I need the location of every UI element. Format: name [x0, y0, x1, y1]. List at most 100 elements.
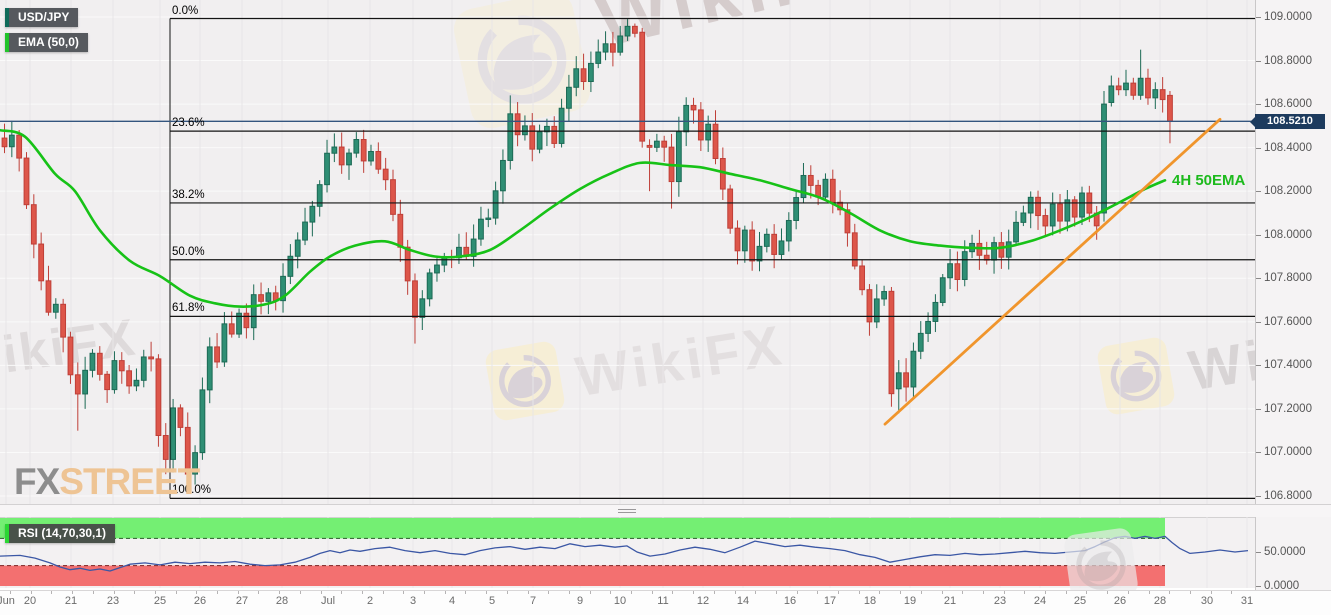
- date-axis-tick: 14: [736, 595, 750, 607]
- ema-legend-label: EMA (50,0): [18, 35, 79, 49]
- axis-tickmark: [1256, 191, 1261, 193]
- axis-tickmark: [672, 591, 674, 594]
- rsi-legend-badge[interactable]: RSI (14,70,30,1): [5, 524, 116, 543]
- date-axis-tick: 12: [696, 595, 710, 607]
- axis-tickmark: [693, 591, 695, 594]
- price-axis-tick: 108.4000: [1264, 141, 1312, 154]
- price-axis-tick: 106.8000: [1264, 489, 1312, 502]
- axis-tickmark: [941, 591, 943, 594]
- axis-tickmark: [527, 591, 529, 594]
- date-axis-tick: 24: [1033, 595, 1047, 607]
- axis-tickmark: [1256, 147, 1261, 149]
- axis-tickmark: [279, 591, 281, 594]
- date-axis-tick: 20: [23, 595, 37, 607]
- date-axis-tick: 31: [1240, 595, 1254, 607]
- axis-tickmark: [403, 591, 405, 594]
- date-axis-tick: Jul: [320, 595, 336, 607]
- axis-tickmark: [72, 591, 74, 594]
- fib-level-label: 38.2%: [172, 188, 205, 201]
- axis-tickmark: [1256, 17, 1261, 18]
- axis-tickmark: [1003, 591, 1005, 594]
- date-axis-tick: 25: [153, 595, 167, 607]
- fxstreet-logo-fx: FX: [14, 461, 60, 502]
- date-axis-tick: 26: [1113, 595, 1127, 607]
- axis-tickmark: [465, 591, 467, 594]
- fib-level-label: 50.0%: [172, 245, 205, 258]
- fib-level-label: 100.0%: [172, 484, 212, 497]
- axis-tickmark: [858, 591, 860, 594]
- date-axis-tick: 28: [275, 595, 289, 607]
- price-axis-tick: 0.0000: [1264, 580, 1300, 592]
- axis-tickmark: [196, 591, 198, 594]
- price-axis-tick: 108.8000: [1264, 54, 1312, 67]
- axis-tickmark: [1189, 591, 1191, 594]
- wikifx-logo-icon: [452, 0, 592, 150]
- date-axis-tick: 2: [366, 595, 374, 607]
- price-chart-canvas[interactable]: [0, 0, 1255, 504]
- fib-level-label: 0.0%: [172, 4, 199, 17]
- pane-resize-handle[interactable]: [618, 509, 636, 514]
- time-axis[interactable]: Jun20212325262728Jul23457910111214161718…: [0, 590, 1331, 615]
- axis-tickmark: [320, 591, 322, 594]
- axis-tickmark: [796, 591, 798, 594]
- date-axis-tick: 4: [448, 595, 456, 607]
- date-axis-tick: 28: [1153, 595, 1167, 607]
- price-axis-tick: 108.0000: [1264, 228, 1312, 241]
- axis-tickmark: [1256, 321, 1261, 323]
- axis-tickmark: [1045, 591, 1046, 594]
- fib-level-label: 23.6%: [172, 117, 205, 130]
- date-axis-tick: 21: [943, 595, 957, 607]
- axis-tickmark: [713, 591, 715, 594]
- axis-tickmark: [424, 591, 425, 594]
- date-axis-tick: 16: [783, 595, 797, 607]
- pane-divider: [0, 504, 1331, 517]
- axis-tickmark: [154, 591, 156, 594]
- axis-tickmark: [879, 591, 881, 594]
- date-axis-tick: 27: [235, 595, 249, 607]
- ema-legend-badge[interactable]: EMA (50,0): [5, 33, 88, 52]
- axis-tickmark: [734, 591, 736, 594]
- symbol-legend-badge[interactable]: USD/JPY: [5, 8, 79, 27]
- axis-tickmark: [1086, 591, 1088, 594]
- date-axis-tick: 5: [488, 595, 496, 607]
- date-axis-tick: 30: [1200, 595, 1214, 607]
- axis-tickmark: [237, 591, 239, 594]
- axis-tickmark: [775, 591, 777, 594]
- axis-tickmark: [589, 591, 591, 594]
- axis-tickmark: [548, 591, 550, 594]
- date-axis-tick: Jun: [0, 595, 15, 607]
- axis-tickmark: [610, 591, 612, 594]
- axis-tickmark: [92, 591, 94, 594]
- axis-tickmark: [1210, 591, 1212, 594]
- axis-tickmark: [1127, 591, 1129, 594]
- axis-tickmark: [258, 591, 260, 594]
- axis-tickmark: [651, 591, 653, 594]
- axis-tickmark: [982, 591, 984, 594]
- axis-tickmark: [175, 591, 177, 594]
- axis-tickmark: [361, 591, 363, 594]
- symbol-legend-color-bar: [5, 8, 9, 27]
- date-axis-tick: 21: [64, 595, 78, 607]
- axis-tickmark: [1065, 591, 1067, 594]
- axis-tickmark: [1256, 365, 1261, 367]
- fxstreet-logo: FXSTREET: [14, 461, 200, 503]
- axis-tickmark: [1256, 586, 1261, 587]
- rsi-chart-canvas[interactable]: [0, 517, 1255, 588]
- axis-tickmark: [1256, 104, 1261, 106]
- axis-tickmark: [1024, 591, 1026, 594]
- date-axis-tick: 11: [657, 595, 669, 607]
- axis-tickmark: [341, 591, 343, 594]
- axis-tickmark: [1169, 591, 1171, 594]
- axis-tickmark: [568, 591, 570, 594]
- axis-tickmark: [217, 591, 218, 594]
- price-axis-tick: 107.2000: [1264, 402, 1312, 415]
- axis-tickmark: [134, 591, 136, 594]
- axis-tickmark: [1256, 234, 1261, 236]
- axis-tickmark: [1231, 591, 1233, 594]
- axis-tickmark: [900, 591, 902, 594]
- axis-tickmark: [1256, 408, 1261, 410]
- axis-tickmark: [1148, 591, 1150, 594]
- ema-legend-color-bar: [5, 33, 9, 52]
- axis-tickmark: [838, 591, 839, 594]
- price-axis[interactable]: 109.0000 108.8000 108.6000 108.4000 108.2000…: [1255, 0, 1331, 592]
